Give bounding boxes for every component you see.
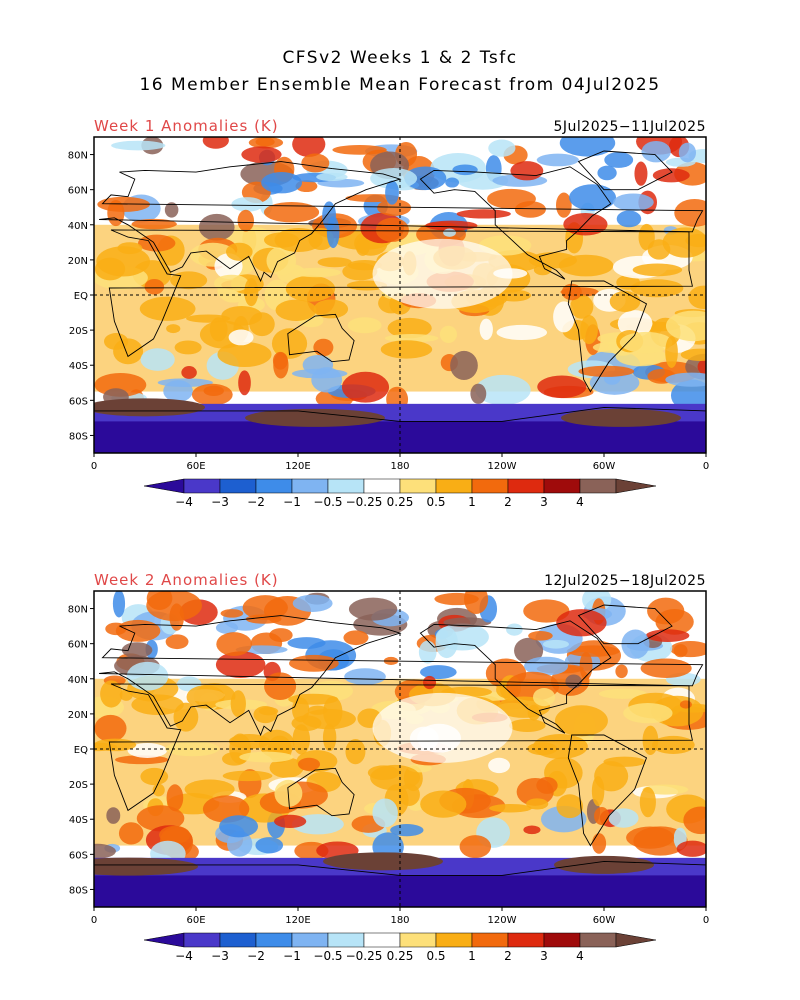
lon-tick-label: 60W (593, 461, 616, 472)
lat-tick-label: 60N (68, 640, 88, 651)
colorbar-label: 4 (576, 495, 584, 509)
lat-tick-label: 40N (68, 221, 88, 232)
lat-tick-label: 60S (69, 396, 88, 407)
lon-tick-label: 120W (488, 461, 517, 472)
lat-tick-label: EQ (74, 291, 88, 302)
lat-tick-label: 40S (69, 361, 88, 372)
colorbar-box (507, 932, 545, 948)
lat-tick-label: 60N (68, 186, 88, 197)
colorbar-label: −0.25 (346, 949, 383, 963)
lat-tick-label: 80N (68, 151, 88, 162)
colorbar-label: 2 (504, 949, 512, 963)
colorbar-box (363, 932, 401, 948)
lon-tick-label: 0 (91, 461, 97, 472)
colorbar-label: 0.25 (387, 949, 414, 963)
coastlines (94, 150, 706, 453)
colorbar-label: −1 (283, 949, 301, 963)
colorbar-box (327, 932, 365, 948)
lat-tick-label: EQ (74, 745, 88, 756)
lon-tick-label: 0 (91, 915, 97, 926)
lat-tick-label: 80S (69, 885, 88, 896)
colorbar: −4 −3 −2 −1 −0.5 −0.25 0.25 0.5 1 2 3 4 (143, 932, 657, 963)
colorbar-box (471, 932, 509, 948)
lon-tick-label: 120E (285, 461, 310, 472)
colorbar-label: −0.5 (313, 949, 342, 963)
colorbar-box (219, 932, 257, 948)
colorbar-label: 1 (468, 495, 476, 509)
colorbar-label: −0.25 (346, 495, 383, 509)
lon-tick-label: 0 (703, 461, 709, 472)
colorbar-box (255, 932, 293, 948)
colorbar: −4 −3 −2 −1 −0.5 −0.25 0.25 0.5 1 2 3 4 (143, 478, 657, 509)
lat-tick-label: 40S (69, 815, 88, 826)
colorbar-label: −2 (247, 949, 265, 963)
colorbar-label: −2 (247, 495, 265, 509)
colorbar-label: −1 (283, 495, 301, 509)
colorbar-label: 2 (504, 495, 512, 509)
lon-tick-label: 180 (390, 461, 409, 472)
colorbar-label: −4 (175, 949, 193, 963)
lat-tick-label: 20N (68, 710, 88, 721)
colorbar-label: 1 (468, 949, 476, 963)
coastlines (94, 604, 706, 907)
anomaly-field (94, 137, 706, 453)
lon-tick-label: 120W (488, 915, 517, 926)
lat-tick-label: 40N (68, 675, 88, 686)
lon-tick-label: 60E (186, 915, 205, 926)
colorbar-box (183, 932, 221, 948)
colorbar-label: −0.5 (313, 495, 342, 509)
colorbar-label: 0.5 (426, 949, 445, 963)
colorbar-label: 3 (540, 495, 548, 509)
colorbar-label: −3 (211, 495, 229, 509)
colorbar-max-arrow (615, 478, 657, 494)
colorbar-min-arrow (143, 932, 185, 948)
week1-date-range: 5Jul2025−11Jul2025 (553, 119, 706, 135)
lon-tick-label: 120E (285, 915, 310, 926)
colorbar-label: 4 (576, 949, 584, 963)
lon-tick-label: 60E (186, 461, 205, 472)
lon-tick-label: 0 (703, 915, 709, 926)
colorbar-label: 3 (540, 949, 548, 963)
figure-title-line-2: 16 Member Ensemble Mean Forecast from 04… (139, 75, 661, 95)
lat-tick-label: 20N (68, 256, 88, 267)
colorbar-box (291, 932, 329, 948)
colorbar-box (435, 932, 473, 948)
lat-tick-label: 80N (68, 605, 88, 616)
figure-title-line-1: CFSv2 Weeks 1 & 2 Tsfc (282, 48, 518, 68)
week2-label: Week 2 Anomalies (K) (94, 571, 279, 589)
colorbar-box (579, 932, 617, 948)
lon-tick-label: 60W (593, 915, 616, 926)
colorbar-max-arrow (615, 932, 657, 948)
lat-tick-label: 60S (69, 850, 88, 861)
colorbar-label: −3 (211, 949, 229, 963)
colorbar-label: −4 (175, 495, 193, 509)
lat-tick-label: 80S (69, 431, 88, 442)
lat-tick-label: 20S (69, 326, 88, 337)
colorbar-label: 0.5 (426, 495, 445, 509)
colorbar-label: 0.25 (387, 495, 414, 509)
week1-label: Week 1 Anomalies (K) (94, 117, 279, 135)
week2-date-range: 12Jul2025−18Jul2025 (544, 573, 706, 589)
lat-tick-label: 20S (69, 780, 88, 791)
colorbar-box (543, 932, 581, 948)
lon-tick-label: 180 (390, 915, 409, 926)
colorbar-box (399, 932, 437, 948)
